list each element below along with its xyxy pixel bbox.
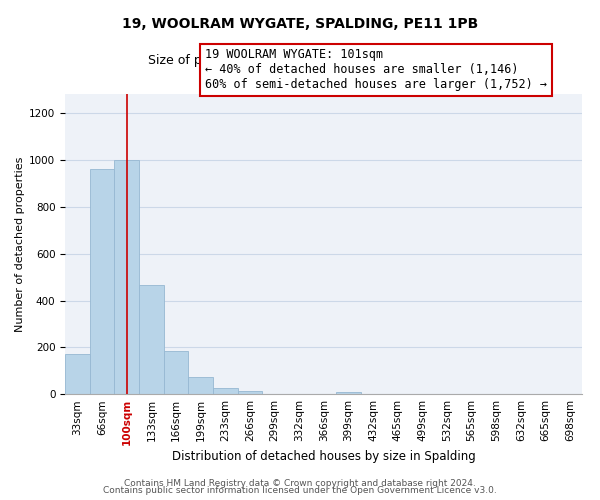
- Title: Size of property relative to detached houses in Spalding: Size of property relative to detached ho…: [148, 54, 500, 67]
- Bar: [336, 392, 361, 394]
- Bar: [90, 170, 115, 394]
- Text: Contains HM Land Registry data © Crown copyright and database right 2024.: Contains HM Land Registry data © Crown c…: [124, 478, 476, 488]
- Bar: [238, 390, 262, 394]
- Bar: [65, 354, 90, 394]
- Bar: [139, 286, 164, 394]
- Bar: [164, 351, 188, 394]
- Text: Contains public sector information licensed under the Open Government Licence v3: Contains public sector information licen…: [103, 486, 497, 495]
- X-axis label: Distribution of detached houses by size in Spalding: Distribution of detached houses by size …: [172, 450, 476, 462]
- Text: 19 WOOLRAM WYGATE: 101sqm
← 40% of detached houses are smaller (1,146)
60% of se: 19 WOOLRAM WYGATE: 101sqm ← 40% of detac…: [205, 48, 547, 92]
- Text: 19, WOOLRAM WYGATE, SPALDING, PE11 1PB: 19, WOOLRAM WYGATE, SPALDING, PE11 1PB: [122, 18, 478, 32]
- Bar: [115, 160, 139, 394]
- Y-axis label: Number of detached properties: Number of detached properties: [15, 156, 25, 332]
- Bar: [188, 376, 213, 394]
- Bar: [213, 388, 238, 394]
